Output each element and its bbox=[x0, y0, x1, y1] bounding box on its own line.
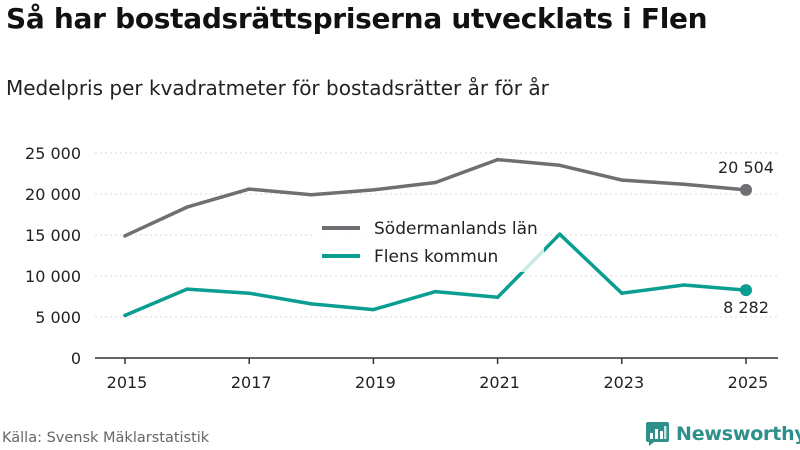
data-point bbox=[371, 188, 376, 192]
chart-title: Så har bostadsrättspriserna utvecklats i… bbox=[6, 2, 708, 35]
legend-background bbox=[312, 214, 544, 272]
data-point bbox=[247, 291, 251, 295]
y-tick-label: 10 000 bbox=[25, 267, 81, 286]
end-label-flen: 8 282 bbox=[723, 298, 769, 317]
data-point bbox=[495, 295, 500, 300]
data-point bbox=[433, 289, 438, 294]
y-tick-label: 15 000 bbox=[25, 226, 81, 245]
x-tick-label: 2025 bbox=[728, 373, 769, 392]
data-point bbox=[620, 178, 624, 182]
brand-name: Newsworthy bbox=[676, 423, 800, 445]
x-tick-label: 2019 bbox=[355, 373, 396, 392]
data-point bbox=[247, 187, 251, 191]
legend-label-sodermanland: Södermanlands län bbox=[374, 219, 538, 239]
data-point bbox=[620, 291, 624, 295]
data-point bbox=[557, 163, 562, 168]
legend-layer: Södermanlands län Flens kommun bbox=[312, 214, 544, 272]
data-point bbox=[682, 283, 686, 287]
data-point bbox=[371, 307, 376, 312]
data-point bbox=[309, 302, 314, 306]
source-note: Källa: Svensk Mäklarstatistik bbox=[2, 430, 210, 446]
data-point bbox=[123, 234, 127, 238]
end-marker-sodermanland bbox=[740, 183, 752, 196]
data-point bbox=[185, 205, 189, 209]
newsworthy-icon bbox=[646, 422, 669, 446]
label-layer: 20 504 8 282 bbox=[718, 158, 774, 317]
data-point bbox=[433, 180, 438, 185]
data-point bbox=[495, 157, 500, 162]
y-tick-label: 5 000 bbox=[35, 308, 81, 327]
newsworthy-logo[interactable]: Newsworthy bbox=[645, 419, 800, 449]
data-point bbox=[682, 182, 686, 186]
series-layer bbox=[123, 157, 752, 318]
x-tick-label: 2023 bbox=[603, 373, 644, 392]
y-tick-label: 20 000 bbox=[25, 185, 81, 204]
data-point bbox=[557, 232, 562, 236]
axis-layer: 0 5 000 10 000 15 000 20 000 25 000 2015 2017 20… bbox=[25, 144, 778, 392]
legend-label-flen: Flens kommun bbox=[374, 247, 498, 267]
x-tick-label: 2021 bbox=[479, 373, 520, 392]
end-label-sodermanland: 20 504 bbox=[718, 158, 774, 177]
data-point bbox=[185, 287, 189, 291]
y-tick-label: 25 000 bbox=[25, 144, 81, 163]
y-tick-label: 0 bbox=[71, 349, 81, 368]
x-tick-label: 2017 bbox=[231, 373, 272, 392]
end-marker-flen bbox=[740, 284, 752, 297]
chart-subtitle: Medelpris per kvadratmeter för bostadsrä… bbox=[6, 76, 549, 100]
line-chart: 0 5 000 10 000 15 000 20 000 25 000 2015 2017 20… bbox=[25, 144, 778, 392]
data-point bbox=[309, 193, 314, 197]
x-tick-label: 2015 bbox=[107, 373, 148, 392]
data-point bbox=[123, 313, 127, 318]
